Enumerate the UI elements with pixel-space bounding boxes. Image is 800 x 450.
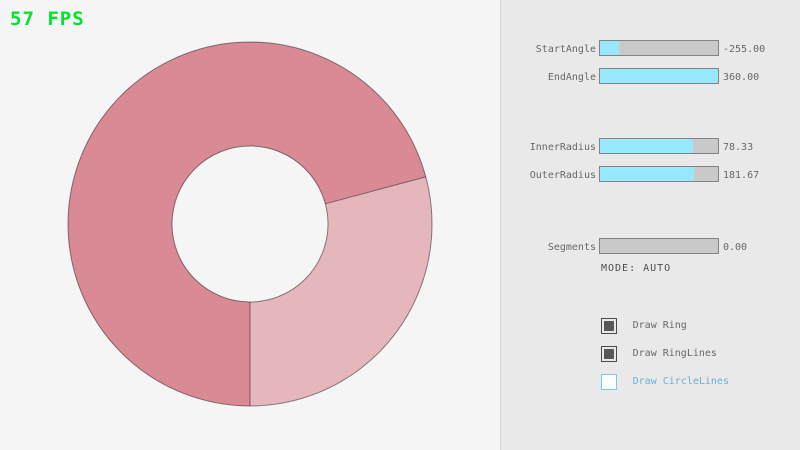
slider-row-endangle: EndAngle 360.00 [501,68,800,84]
slider-row-startangle: StartAngle -255.00 [501,40,800,56]
slider-fill [600,41,619,55]
checkbox-draw-ring[interactable]: Draw Ring [601,318,687,334]
slider-label: InnerRadius [529,142,596,153]
controls-panel: StartAngle -255.00 EndAngle 360.00 Inner… [500,0,800,450]
segments-slider[interactable] [599,238,719,254]
slider-label: OuterRadius [529,170,596,181]
checkbox-draw-circlelines[interactable]: Draw CircleLines [601,374,729,390]
checkbox-box[interactable] [601,318,617,334]
slider-row-segments: Segments 0.00 [501,238,800,254]
checkbox-box[interactable] [601,374,617,390]
checkbox-draw-ringlines[interactable]: Draw RingLines [601,346,717,362]
fps-counter: 57 FPS [10,8,85,30]
slider-fill [600,69,718,83]
innerradius-slider[interactable] [599,138,719,154]
slider-value: -255.00 [723,44,766,55]
slider-value: 181.67 [723,170,760,181]
outerradius-slider[interactable] [599,166,719,182]
endangle-slider[interactable] [599,68,719,84]
slider-value: 360.00 [723,72,760,83]
ring-canvas: 57 FPS [10,8,433,407]
checkbox-box[interactable] [601,346,617,362]
checkbox-label: Draw CircleLines [632,376,729,387]
slider-row-innerradius: InnerRadius 78.33 [501,138,800,154]
slider-value: 0.00 [723,242,748,253]
slider-fill [600,139,694,153]
ring-chart [67,41,433,407]
slider-fill [600,167,695,181]
checkbox-label: Draw RingLines [632,348,717,359]
slider-row-outerradius: OuterRadius 181.67 [501,166,800,182]
slider-label: StartAngle [535,44,596,55]
slider-label: EndAngle [547,72,596,83]
mode-status-text: MODE: AUTO [601,263,672,274]
startangle-slider[interactable] [599,40,719,56]
slider-value: 78.33 [723,142,754,153]
slider-label: Segments [547,242,596,253]
checkbox-label: Draw Ring [632,320,687,331]
